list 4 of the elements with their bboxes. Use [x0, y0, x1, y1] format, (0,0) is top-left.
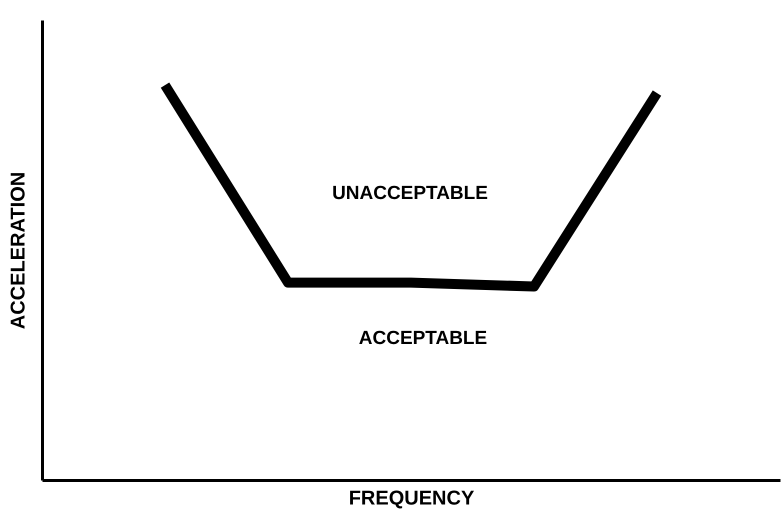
annotation: ACCEPTABLE: [358, 328, 488, 349]
y-axis-title: ACCELERATION: [8, 172, 30, 330]
x-axis-title: FREQUENCY: [348, 488, 475, 510]
annotation: UNACCEPTABLE: [332, 183, 488, 204]
